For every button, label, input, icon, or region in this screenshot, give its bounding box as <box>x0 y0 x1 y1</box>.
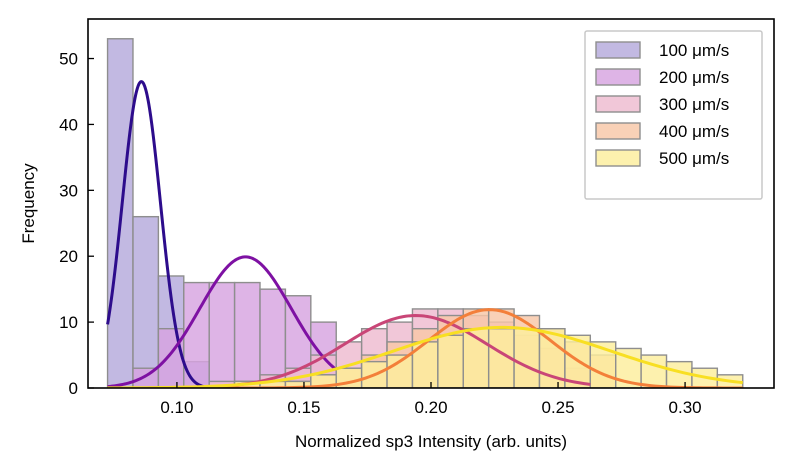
x-axis-label: Normalized sp3 Intensity (arb. units) <box>295 432 567 451</box>
hist-bar-s2-5 <box>233 281 261 388</box>
hist-bar-s5-12 <box>513 327 541 388</box>
x-tick-label: 0.30 <box>669 398 702 417</box>
legend-label-s3: 300 μm/s <box>659 95 729 114</box>
fit-curve-s2 <box>107 255 338 388</box>
y-tick-label: 40 <box>59 115 78 134</box>
x-tick-label: 0.10 <box>160 398 193 417</box>
x-tick-label: 0.15 <box>287 398 320 417</box>
legend-swatch-s4 <box>595 122 641 140</box>
legend-label-s5: 500 μm/s <box>659 149 729 168</box>
fit-curve-s5 <box>107 325 743 388</box>
legend-swatch-s5 <box>595 149 641 167</box>
y-tick-label: 0 <box>69 379 78 398</box>
legend-label-s2: 200 μm/s <box>659 68 729 87</box>
legend-label-s4: 400 μm/s <box>659 122 729 141</box>
legend-swatch-s1 <box>595 41 641 59</box>
hist-bar-s2-4 <box>208 281 236 388</box>
y-axis-label: Frequency <box>19 163 38 244</box>
hist-bar-s1-2 <box>132 215 160 388</box>
legend-swatch-s3 <box>595 95 641 113</box>
hist-bar-s2-6 <box>259 288 287 388</box>
y-tick-label: 50 <box>59 50 78 69</box>
fit-curve-s4 <box>107 308 743 388</box>
fit-curve-s1 <box>106 80 211 388</box>
x-tick-label: 0.25 <box>541 398 574 417</box>
x-tick-label: 0.20 <box>414 398 447 417</box>
x-axis-ticks: 0.10 0.15 0.20 0.25 0.30 <box>160 382 702 417</box>
y-tick-label: 30 <box>59 181 78 200</box>
legend: 100 μm/s 200 μm/s 300 μm/s 400 μm/s 500 μm/s <box>584 30 763 200</box>
hist-bar-s2-2 <box>157 327 185 388</box>
y-tick-label: 10 <box>59 313 78 332</box>
legend-swatch-s2 <box>595 68 641 86</box>
y-tick-label: 20 <box>59 247 78 266</box>
y-axis-ticks: 0 10 20 30 40 50 <box>59 50 94 398</box>
hist-bar-s5-9 <box>437 334 464 388</box>
legend-label-s1: 100 μm/s <box>659 41 729 60</box>
hist-bar-s5-17 <box>640 354 668 388</box>
